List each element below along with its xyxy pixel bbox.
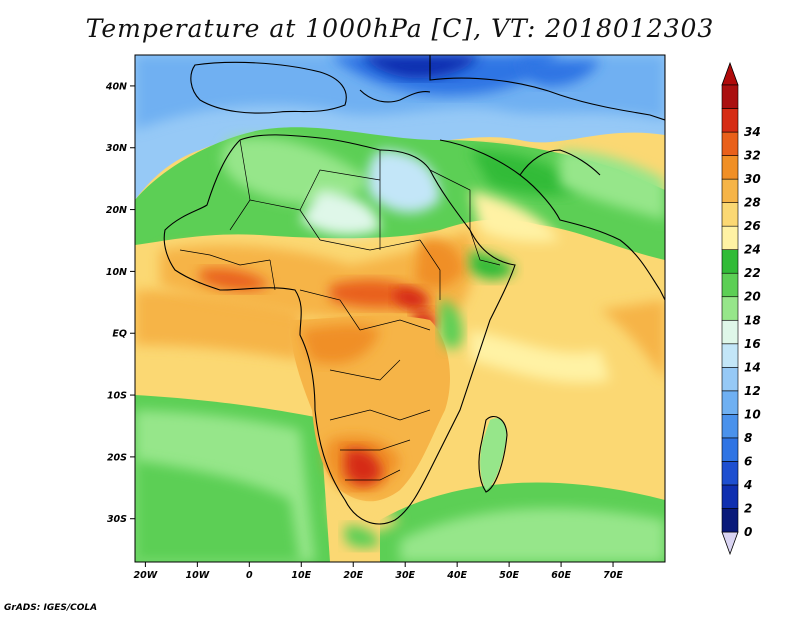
colorbar-min-arrow: [721, 531, 739, 556]
coastlines: [163, 55, 665, 525]
colorbar-swatch: [721, 84, 739, 109]
lon-tick-label: 30E: [395, 570, 415, 581]
lon-tick-label: 40E: [446, 570, 467, 581]
colorbar-swatch: [721, 343, 739, 368]
colorbar-label: 20: [744, 290, 761, 304]
lat-tick-label: 20N: [106, 205, 127, 216]
colorbar-swatch: [721, 414, 739, 439]
country-borders: [179, 139, 501, 481]
colorbar-label: 6: [744, 454, 752, 468]
lat-tick-label: 30N: [106, 143, 127, 154]
colorbar-swatch: [721, 461, 739, 486]
colorbar-label: 0: [744, 525, 752, 539]
colorbar-swatch: [721, 131, 739, 156]
colorbar-swatch: [721, 437, 739, 462]
colorbar-label: 18: [744, 313, 761, 327]
colorbar-swatch: [721, 225, 739, 250]
colorbar-swatch: [721, 108, 739, 133]
colorbar-label: 32: [744, 149, 761, 163]
colorbar-max-arrow: [721, 61, 739, 86]
lon-tick-label: 50E: [499, 570, 519, 581]
colorbar-swatch: [721, 202, 739, 227]
lat-tick-label: 20S: [107, 452, 127, 463]
colorbar-label: 10: [744, 407, 761, 421]
lat-tick-label: EQ: [112, 329, 127, 340]
colorbar-swatch: [721, 249, 739, 274]
lat-tick-label: 10S: [107, 391, 127, 402]
lon-tick-label: 60E: [551, 570, 571, 581]
lon-tick-label: 10W: [186, 570, 210, 581]
map-title: Temperature at 1000hPa [C], VT: 20180123…: [85, 14, 715, 43]
lon-tick-label: 0: [246, 570, 253, 581]
colorbar-label: 12: [744, 384, 761, 398]
lat-tick-label: 10N: [106, 267, 127, 278]
colorbar-swatch: [721, 178, 739, 203]
colorbar-label: 28: [744, 196, 761, 210]
colorbar-swatch: [721, 367, 739, 392]
colorbar-swatch: [721, 155, 739, 180]
colorbar-swatch: [721, 296, 739, 321]
colorbar-label: 2: [744, 501, 752, 515]
lon-tick-label: 70E: [603, 570, 623, 581]
colorbar-label: 4: [743, 478, 752, 492]
temperature-field: [135, 55, 665, 562]
lon-tick-label: 20W: [134, 570, 158, 581]
colorbar-label: 30: [744, 172, 761, 186]
latitude-axis: 40N 30N 20N 10N EQ 10S 20S 30S: [105, 81, 135, 525]
colorbar-label: 22: [744, 266, 761, 280]
colorbar-swatch: [721, 508, 739, 533]
colorbar-label: 24: [744, 243, 761, 257]
colorbar-swatch: [721, 272, 739, 298]
colorbar-label: 16: [744, 337, 761, 351]
colorbar-swatch: [721, 319, 739, 345]
lat-tick-label: 40N: [105, 81, 127, 92]
colorbar-label: 14: [744, 360, 761, 374]
grads-credit: GrADS: IGES/COLA: [4, 603, 98, 613]
colorbar-label: 26: [744, 219, 761, 233]
lat-tick-label: 30S: [107, 514, 127, 525]
longitude-axis: 20W 10W 0 10E 20E 30E 40E 50E 60E 70E: [134, 562, 623, 581]
colorbar-label: 8: [744, 431, 752, 445]
lon-tick-label: 20E: [343, 570, 363, 581]
colorbar-swatch: [721, 390, 739, 415]
lon-tick-label: 10E: [291, 570, 311, 581]
map-frame: [134, 54, 666, 563]
colorbar-label: 34: [744, 125, 761, 139]
colorbar-swatch: [721, 484, 739, 509]
